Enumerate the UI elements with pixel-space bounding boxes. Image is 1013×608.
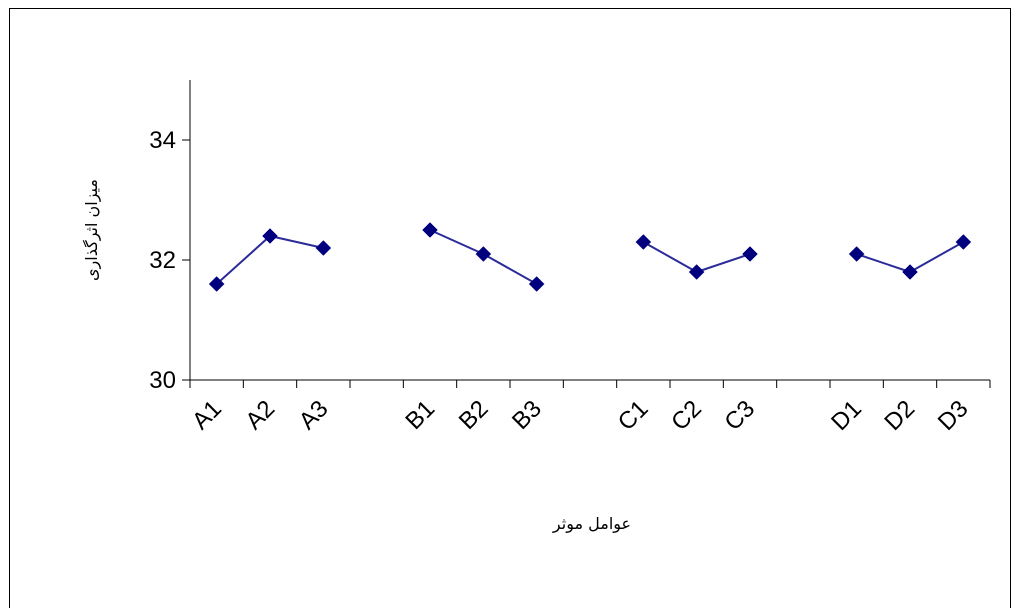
y-tick-label: 30: [149, 367, 176, 394]
x-category-label: C1: [613, 395, 654, 436]
x-category-label: C2: [666, 395, 707, 436]
data-point-marker: [208, 276, 225, 292]
data-point-marker: [635, 234, 652, 250]
x-category-label: A1: [187, 395, 227, 435]
y-axis-title: میزان اثرگذاری: [82, 179, 102, 281]
x-category-label: B3: [507, 395, 547, 435]
y-tick-label: 32: [149, 247, 176, 274]
x-category-label: A3: [294, 395, 334, 435]
data-point-marker: [475, 246, 492, 262]
chart-frame: [9, 8, 1011, 608]
data-point-marker: [528, 276, 545, 292]
x-category-label: A2: [240, 395, 280, 435]
data-point-marker: [688, 264, 705, 280]
data-point-marker: [422, 222, 438, 238]
data-point-marker: [848, 246, 865, 262]
data-point-marker: [262, 228, 278, 244]
x-category-label: D1: [826, 395, 867, 436]
x-category-label: D3: [933, 395, 974, 436]
y-tick-label: 34: [149, 127, 176, 154]
x-category-label: B2: [454, 395, 494, 435]
labels-layer: 30 32 34 A1 A2 A3 B1 B2 B3 C1 C2 C3 D1 D2 D3: [149, 127, 973, 436]
x-category-label: D2: [879, 395, 920, 436]
data-point-marker: [902, 264, 918, 280]
x-axis-title: عوامل موثر: [552, 514, 631, 534]
series-layer: [208, 222, 972, 292]
axes: [182, 80, 991, 388]
x-category-label: C3: [719, 395, 760, 436]
x-category-label: B1: [400, 395, 440, 435]
data-point-marker: [955, 234, 972, 250]
data-point-marker: [742, 246, 758, 262]
data-point-marker: [315, 240, 332, 256]
